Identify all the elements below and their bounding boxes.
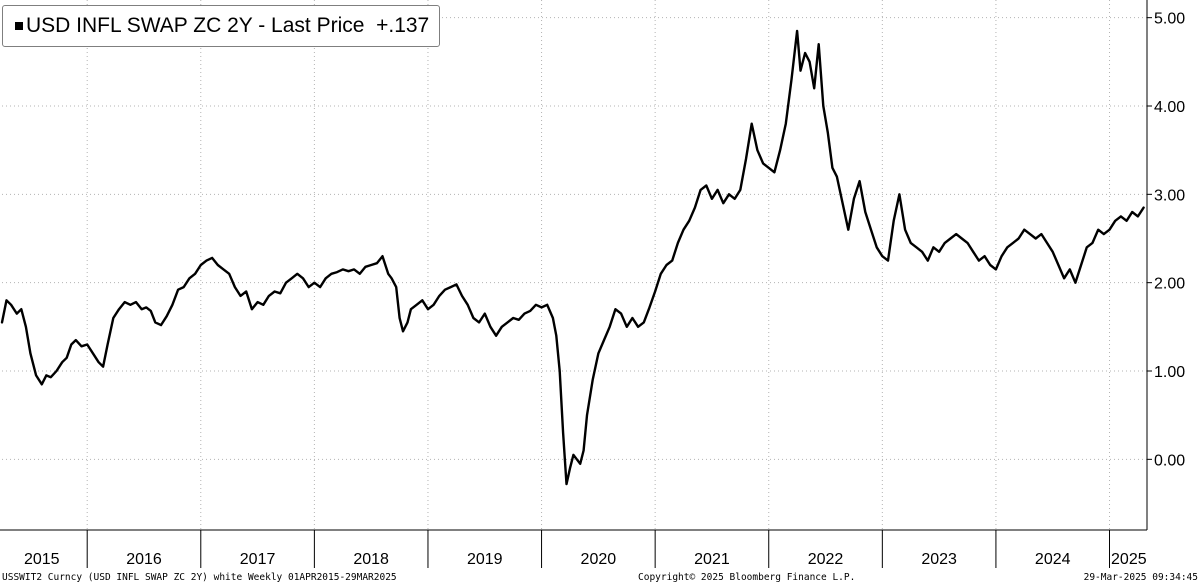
y-axis-tick-labels: 0.00 1.00 2.00 3.00 4.00 5.00 (1154, 11, 1185, 470)
legend: USD INFL SWAP ZC 2Y - Last Price +.137 (2, 5, 441, 47)
x-axis-year-labels: 2015 2016 2017 2018 2019 2020 2021 2022 2023 2024… (24, 551, 1147, 568)
x-tick-label-year: 2015 (24, 551, 60, 568)
x-tick-label-year: 2022 (808, 551, 844, 568)
y-tick-label: 0.00 (1154, 452, 1185, 469)
x-tick-label-year: 2019 (467, 551, 503, 568)
x-tick-label-year: 2017 (240, 551, 276, 568)
x-tick-label-year: 2018 (353, 551, 389, 568)
y-tick-label: 5.00 (1154, 11, 1185, 28)
axes (0, 0, 1152, 568)
y-tick-label: 3.00 (1154, 187, 1185, 204)
legend-last-value: +.137 (376, 14, 430, 37)
legend-spacer (364, 14, 376, 38)
y-tick-label: 1.00 (1154, 364, 1185, 381)
gridlines (2, 0, 1147, 530)
legend-label: USD INFL SWAP ZC 2Y - Last Price (26, 14, 365, 37)
legend-swatch (15, 22, 23, 30)
series-layer (0, 29, 1145, 486)
x-tick-label-year: 2016 (126, 551, 162, 568)
x-tick-label-year: 2023 (921, 551, 957, 568)
footer-timestamp: 29-Mar-2025 09:34:45 (1083, 572, 1198, 583)
series-line (0, 29, 1145, 486)
y-tick-label: 2.00 (1154, 276, 1185, 293)
x-tick-label-year: 2021 (694, 551, 730, 568)
footer-copyright: Copyright© 2025 Bloomberg Finance L.P. (638, 572, 856, 583)
y-tick-label: 4.00 (1154, 99, 1185, 116)
x-tick-label-year: 2024 (1035, 551, 1071, 568)
footer-security-info: USSWIT2 Curncy (USD INFL SWAP ZC 2Y) whi… (2, 572, 397, 583)
x-tick-label-year: 2020 (581, 551, 617, 568)
x-tick-label-year: 2025 (1111, 551, 1147, 568)
